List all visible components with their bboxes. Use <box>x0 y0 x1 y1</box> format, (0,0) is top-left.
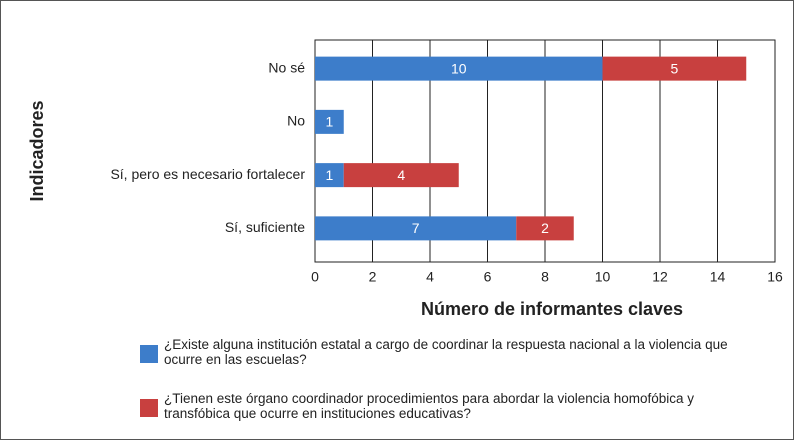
data-label: 10 <box>451 60 467 76</box>
bar-segment <box>315 109 344 134</box>
x-tick-label: 4 <box>426 269 434 285</box>
data-label: 2 <box>541 220 549 236</box>
x-tick-label: 10 <box>595 269 611 285</box>
legend-label: ¿Existe alguna institución estatal a car… <box>164 337 728 367</box>
x-tick-label: 2 <box>369 269 377 285</box>
legend-swatch <box>140 345 158 363</box>
legend-swatch <box>140 399 158 417</box>
legend-label: ¿Tienen este órgano coordinador procedim… <box>164 391 695 421</box>
x-axis-label: Número de informantes claves <box>421 299 683 319</box>
y-tick-label: No sé <box>268 59 305 75</box>
y-tick-label: Sí, pero es necesario fortalecer <box>110 166 305 182</box>
x-tick-label: 8 <box>541 269 549 285</box>
y-tick-label: No <box>287 113 305 129</box>
y-axis-label: Indicadores <box>27 100 47 201</box>
bar-segment <box>315 216 517 241</box>
data-label: 1 <box>325 167 333 183</box>
bar-segment <box>315 56 603 81</box>
bar-segment <box>602 56 747 81</box>
data-label: 5 <box>670 60 678 76</box>
data-label: 1 <box>325 114 333 130</box>
x-tick-label: 6 <box>484 269 492 285</box>
plot-border <box>314 39 776 263</box>
y-tick-label: Sí, suficiente <box>225 219 305 235</box>
bar-segment <box>343 163 459 188</box>
x-tick-label: 0 <box>311 269 319 285</box>
bar-segment <box>516 216 574 241</box>
x-tick-label: 12 <box>652 269 668 285</box>
x-tick-label: 14 <box>710 269 726 285</box>
data-label: 4 <box>397 167 405 183</box>
x-tick-label: 16 <box>767 269 783 285</box>
bar-segment <box>315 163 344 188</box>
data-label: 7 <box>412 220 420 236</box>
